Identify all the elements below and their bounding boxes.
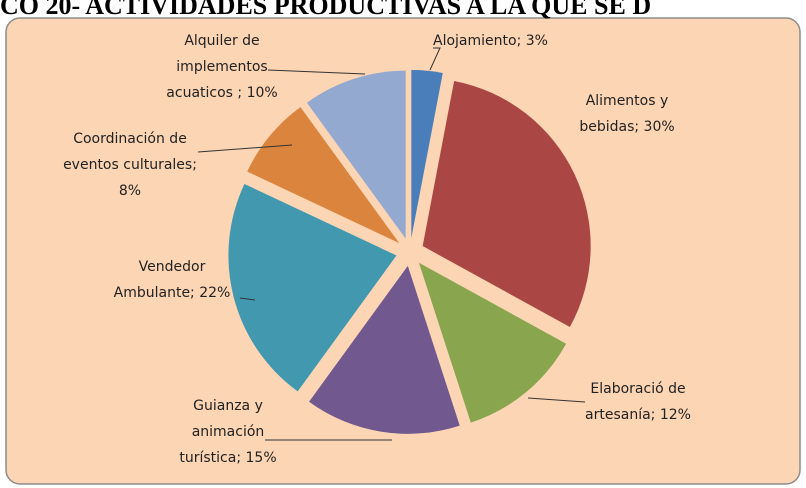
data-label: Alquiler de: [184, 33, 259, 49]
leader-line: [197, 144, 293, 153]
data-label: Ambulante; 22%: [114, 285, 231, 301]
leader-line: [267, 69, 366, 75]
data-label: Alojamiento; 3%: [433, 33, 548, 49]
data-label: acuaticos ; 10%: [166, 85, 277, 101]
data-label: Alimentos y: [586, 93, 669, 109]
data-label: Coordinación de: [73, 131, 187, 147]
pie-slice: [228, 183, 397, 392]
data-label: Elaboració de: [590, 381, 685, 397]
pie-slice: [411, 70, 443, 239]
title-band: [0, 0, 806, 16]
pie-slice: [309, 265, 460, 434]
data-label: eventos culturales;: [63, 157, 197, 173]
pie-slice: [247, 107, 400, 244]
data-label: Guianza y: [193, 398, 263, 414]
data-label: bebidas; 30%: [579, 119, 674, 135]
data-label: 8%: [119, 183, 141, 199]
leader-line: [429, 47, 441, 71]
data-label: animación: [192, 424, 265, 440]
chart-title: CO 20- ACTIVIDADES PRODUCTIVAS A LA QUE …: [0, 0, 651, 20]
pie-slice: [418, 262, 567, 423]
leader-line: [239, 297, 256, 301]
leader-line: [527, 397, 586, 403]
pie-slice: [306, 70, 406, 239]
data-label: implementos: [176, 59, 267, 75]
data-label: artesanía; 12%: [585, 407, 691, 423]
pie-slice: [422, 81, 591, 327]
data-label: turística; 15%: [179, 450, 276, 466]
chart-area: [5, 17, 801, 485]
data-label: Vendedor: [139, 259, 206, 275]
